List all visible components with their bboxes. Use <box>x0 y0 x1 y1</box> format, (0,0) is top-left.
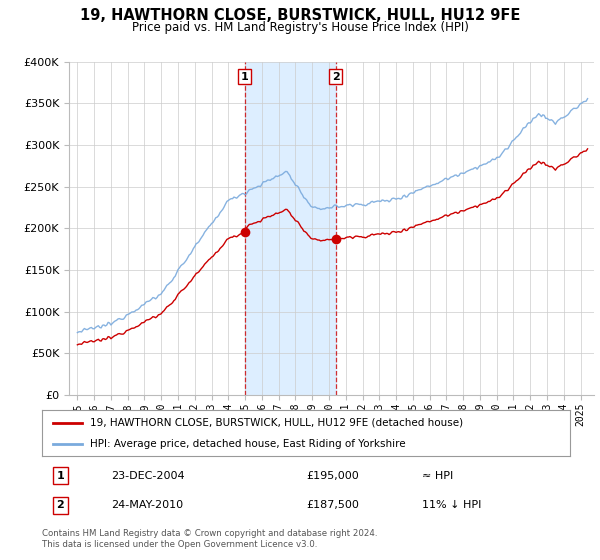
Text: £187,500: £187,500 <box>306 500 359 510</box>
Text: 2: 2 <box>56 500 64 510</box>
Text: 24-MAY-2010: 24-MAY-2010 <box>110 500 183 510</box>
Text: 19, HAWTHORN CLOSE, BURSTWICK, HULL, HU12 9FE (detached house): 19, HAWTHORN CLOSE, BURSTWICK, HULL, HU1… <box>89 418 463 428</box>
Bar <box>245 62 335 395</box>
Text: Price paid vs. HM Land Registry's House Price Index (HPI): Price paid vs. HM Land Registry's House … <box>131 21 469 34</box>
Text: 23-DEC-2004: 23-DEC-2004 <box>110 470 184 480</box>
Text: 1: 1 <box>241 72 248 82</box>
Text: Contains HM Land Registry data © Crown copyright and database right 2024.
This d: Contains HM Land Registry data © Crown c… <box>42 529 377 549</box>
Text: 1: 1 <box>56 470 64 480</box>
Text: 11% ↓ HPI: 11% ↓ HPI <box>422 500 482 510</box>
Text: 19, HAWTHORN CLOSE, BURSTWICK, HULL, HU12 9FE: 19, HAWTHORN CLOSE, BURSTWICK, HULL, HU1… <box>80 8 520 24</box>
Text: ≈ HPI: ≈ HPI <box>422 470 454 480</box>
Text: HPI: Average price, detached house, East Riding of Yorkshire: HPI: Average price, detached house, East… <box>89 439 405 449</box>
Text: £195,000: £195,000 <box>306 470 359 480</box>
Text: 2: 2 <box>332 72 340 82</box>
